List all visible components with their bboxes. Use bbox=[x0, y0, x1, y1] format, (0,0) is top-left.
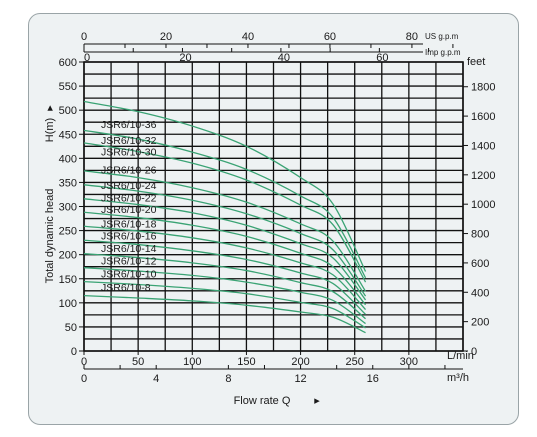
feet-unit: feet bbox=[467, 56, 485, 68]
feet-tick-label: 0 bbox=[471, 346, 477, 358]
m3h-unit: m³/h bbox=[447, 372, 469, 384]
curve-jsr6-10-18 bbox=[83, 225, 367, 311]
curve-label-jsr6-10-36: JSR6/10-36 bbox=[101, 119, 157, 131]
lmin-tick-label: 200 bbox=[291, 356, 309, 368]
y-tick-label: 600 bbox=[59, 57, 77, 69]
curve-label-jsr6-10-24: JSR6/10-24 bbox=[101, 180, 157, 192]
y-axis-label: Total dynamic head bbox=[44, 189, 56, 284]
curve-jsr6-10-26 bbox=[83, 170, 367, 292]
curve-jsr6-10-22 bbox=[83, 198, 367, 301]
y-tick-label: 250 bbox=[59, 226, 77, 238]
curve-jsr6-10-32 bbox=[83, 129, 367, 279]
curve-label-jsr6-10-12: JSR6/10-12 bbox=[101, 255, 157, 267]
y-tick-label: 200 bbox=[59, 250, 77, 262]
feet-tick-label: 1600 bbox=[471, 111, 495, 123]
lmin-tick-label: 250 bbox=[346, 356, 364, 368]
usgpm-tick-label: 60 bbox=[324, 31, 336, 43]
y-tick-label: 450 bbox=[59, 129, 77, 141]
usgpm-tick-label: 20 bbox=[160, 31, 172, 43]
x-axis-label: Flow rate Q bbox=[234, 395, 291, 407]
curve-label-jsr6-10-14: JSR6/10-14 bbox=[101, 243, 157, 255]
usgpm-tick-label: 40 bbox=[242, 31, 254, 43]
curve-label-jsr6-10-20: JSR6/10-20 bbox=[101, 204, 157, 216]
curve-label-jsr6-10-30: JSR6/10-30 bbox=[101, 146, 157, 158]
x-axis-arrow: ▸ bbox=[314, 395, 320, 407]
y-tick-label: 350 bbox=[59, 177, 77, 189]
impgpm-tick-label: 20 bbox=[179, 52, 191, 64]
y-tick-label: 550 bbox=[59, 81, 77, 93]
lmin-tick-label: 150 bbox=[237, 356, 255, 368]
curve-jsr6-10-30 bbox=[83, 142, 367, 283]
y-tick-label: 150 bbox=[59, 274, 77, 286]
feet-tick-label: 400 bbox=[471, 287, 489, 299]
feet-tick-label: 1200 bbox=[471, 170, 495, 182]
lmin-tick-label: 100 bbox=[183, 356, 201, 368]
curve-label-jsr6-10-32: JSR6/10-32 bbox=[101, 135, 157, 147]
curve-label-jsr6-10-10: JSR6/10-10 bbox=[101, 268, 157, 280]
impgpm-tick-label: 60 bbox=[376, 52, 388, 64]
y-tick-label: 500 bbox=[59, 105, 77, 117]
curve-label-jsr6-10-16: JSR6/10-16 bbox=[101, 230, 157, 242]
y-tick-label: 400 bbox=[59, 153, 77, 165]
lmin-tick-label: 50 bbox=[132, 356, 144, 368]
feet-tick-label: 1400 bbox=[471, 140, 495, 152]
curve-jsr6-10-12 bbox=[83, 267, 366, 325]
curve-label-jsr6-10-18: JSR6/10-18 bbox=[101, 219, 157, 231]
curves bbox=[83, 100, 367, 334]
us-gpm-unit: US g.p.m bbox=[425, 32, 459, 41]
feet-tick-label: 600 bbox=[471, 258, 489, 270]
y-tick-label: 300 bbox=[59, 202, 77, 214]
y-tick-label: 50 bbox=[65, 322, 77, 334]
feet-tick-label: 1800 bbox=[471, 82, 495, 94]
curve-jsr6-10-14 bbox=[83, 253, 366, 320]
lmin-unit: L/min bbox=[447, 350, 474, 362]
imp-gpm-unit: Imp g.p.m bbox=[425, 48, 461, 57]
y-tick-label: 100 bbox=[59, 298, 77, 310]
m3h-tick-label: 0 bbox=[81, 373, 87, 385]
m3h-tick-label: 8 bbox=[225, 373, 231, 385]
usgpm-tick-label: 0 bbox=[81, 31, 87, 43]
curve-jsr6-10-20 bbox=[83, 211, 367, 306]
impgpm-tick-label: 40 bbox=[278, 52, 290, 64]
curve-label-jsr6-10-26: JSR6/10-26 bbox=[101, 165, 157, 177]
curve-jsr6-10-8 bbox=[83, 294, 366, 334]
impgpm-tick-label: 0 bbox=[84, 52, 90, 64]
curve-jsr6-10-36 bbox=[83, 100, 367, 272]
curve-label-jsr6-10-8: JSR6/10-8 bbox=[101, 282, 151, 294]
curve-jsr6-10-24 bbox=[83, 184, 367, 297]
usgpm-tick-label: 80 bbox=[406, 31, 418, 43]
axes: 0501001502002503003504004505005506000200… bbox=[59, 31, 496, 385]
y-tick-label: 0 bbox=[71, 346, 77, 358]
y-axis-arrow: ▸ bbox=[44, 105, 56, 111]
lmin-tick-label: 0 bbox=[81, 356, 87, 368]
feet-tick-label: 1000 bbox=[471, 199, 495, 211]
m3h-tick-label: 16 bbox=[367, 373, 379, 385]
curve-jsr6-10-16 bbox=[83, 239, 366, 315]
lmin-tick-label: 300 bbox=[400, 356, 418, 368]
curve-jsr6-10-10 bbox=[83, 280, 366, 329]
curve-label-jsr6-10-22: JSR6/10-22 bbox=[101, 193, 157, 205]
m3h-tick-label: 4 bbox=[153, 373, 159, 385]
y-axis-unit: H(m) bbox=[44, 118, 56, 142]
feet-tick-label: 200 bbox=[471, 317, 489, 329]
m3h-tick-label: 12 bbox=[294, 373, 306, 385]
feet-tick-label: 800 bbox=[471, 229, 489, 241]
